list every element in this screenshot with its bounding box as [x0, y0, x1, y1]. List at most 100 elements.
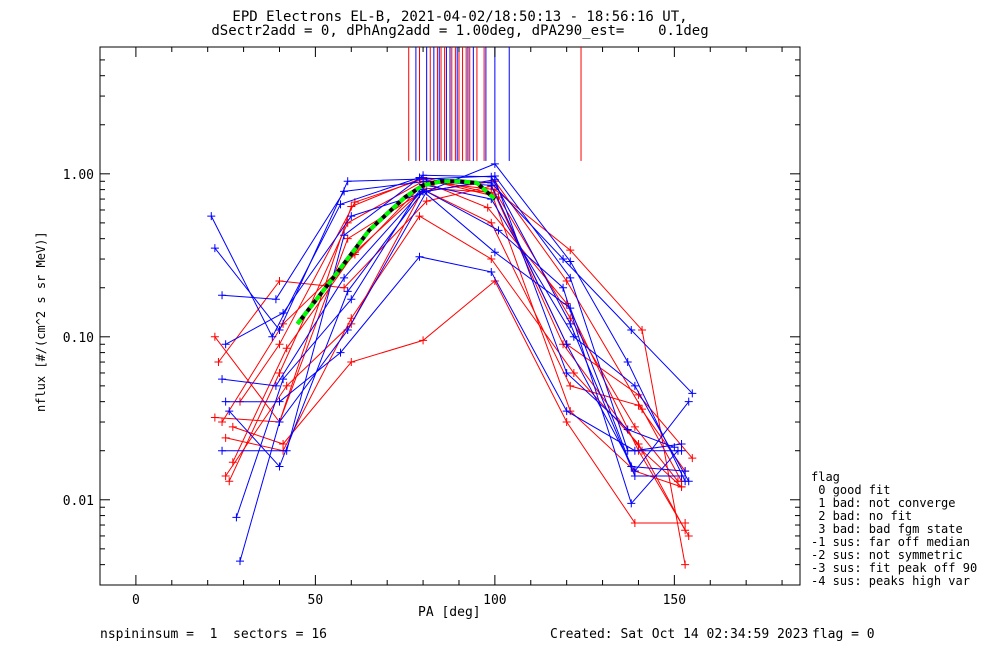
- red-series-point: [483, 203, 492, 212]
- red-series-point: [681, 526, 690, 535]
- red-series-point: [634, 439, 643, 448]
- y-tick-label: 0.10: [63, 331, 94, 346]
- blue-series-point: [275, 397, 284, 406]
- legend-item: 0 good fit: [811, 483, 891, 497]
- chart-title-line1: EPD Electrons EL-B, 2021-04-02/18:50:13 …: [232, 9, 688, 25]
- blue-series-point: [218, 291, 227, 300]
- red-series-point: [681, 519, 690, 528]
- blue-series-point: [210, 244, 219, 253]
- blue-series-point: [279, 308, 288, 317]
- blue-series-point: [236, 557, 244, 566]
- red-series-point: [569, 368, 578, 377]
- blue-series-point: [275, 326, 284, 335]
- red-series-point: [340, 283, 349, 292]
- red-series-point: [630, 422, 639, 431]
- red-series-line: [232, 280, 686, 524]
- red-series-point: [415, 212, 424, 221]
- blue-series-point: [566, 319, 575, 328]
- red-series-point: [282, 381, 291, 390]
- red-series-line: [225, 182, 690, 537]
- legend-item: 2 bad: no fit: [811, 509, 913, 523]
- vertical-markers: [408, 47, 582, 161]
- red-series-point: [275, 340, 284, 349]
- blue-series-point: [268, 332, 277, 341]
- blue-series-point: [336, 348, 345, 357]
- red-series-point: [279, 439, 288, 448]
- red-series-line: [239, 178, 679, 482]
- blue-series-line: [222, 188, 679, 505]
- red-series-point: [214, 358, 223, 367]
- blue-series-point: [225, 407, 234, 416]
- blue-series-point: [569, 332, 578, 341]
- blue-series-point: [684, 397, 693, 406]
- blue-series-point: [623, 425, 632, 434]
- legend-item: -2 sus: not symmetric: [811, 548, 963, 562]
- x-tick-label: 100: [483, 593, 506, 608]
- blue-series-point: [221, 397, 230, 406]
- blue-series-point: [490, 159, 499, 168]
- red-series-line: [221, 187, 682, 488]
- legend-item: -3 sus: fit peak off 90: [811, 561, 978, 575]
- blue-series-point: [684, 477, 693, 486]
- red-series-point: [638, 405, 647, 414]
- blue-series-point: [627, 326, 636, 335]
- blue-series-point: [422, 187, 431, 196]
- red-series-point: [638, 326, 647, 335]
- red-series-point: [228, 458, 237, 467]
- red-series-line: [232, 189, 686, 472]
- blue-series-point: [627, 499, 636, 508]
- red-series-point: [221, 433, 230, 442]
- red-series-point: [566, 381, 575, 390]
- blue-series-point: [487, 267, 496, 276]
- blue-series-point: [562, 407, 571, 416]
- footer-flag: flag = 0: [812, 627, 875, 642]
- blue-series-point: [275, 462, 284, 471]
- blue-series-point: [419, 171, 428, 180]
- y-axis-label: nflux [#/(cm^2 s sr MeV)]: [34, 231, 48, 412]
- blue-series-point: [340, 187, 349, 196]
- blue-series-point: [490, 248, 499, 257]
- legend-item: 1 bad: not converge: [811, 496, 956, 510]
- blue-series-point: [494, 226, 503, 235]
- blue-series-line: [225, 256, 682, 452]
- blue-series-point: [673, 446, 682, 455]
- blue-series-point: [343, 287, 352, 296]
- blue-series-point: [559, 255, 568, 264]
- blue-series-point: [282, 446, 291, 455]
- blue-series-point: [343, 177, 352, 186]
- blue-series-point: [566, 304, 575, 313]
- red-series-point: [419, 336, 428, 345]
- red-series-point: [275, 276, 284, 285]
- red-series-point: [487, 255, 496, 264]
- blue-series-point: [271, 381, 280, 390]
- blue-series-line: [222, 180, 690, 473]
- y-tick-label: 1.00: [63, 168, 94, 183]
- red-series-point: [681, 560, 690, 569]
- blue-series-point: [218, 375, 227, 384]
- blue-series-point: [630, 381, 639, 390]
- blue-series-point: [566, 257, 575, 266]
- legend-title: flag: [811, 470, 840, 484]
- blue-series-point: [221, 340, 230, 349]
- blue-series-point: [271, 295, 280, 304]
- blue-series-line: [239, 179, 675, 562]
- blue-series-line: [225, 163, 686, 482]
- blue-series-line: [228, 190, 686, 472]
- blue-series-point: [623, 358, 632, 367]
- chart-title-line2: dSectr2add = 0, dPhAng2add = 1.00deg, dP…: [211, 23, 709, 39]
- blue-series-point: [347, 295, 356, 304]
- blue-series-point: [559, 283, 568, 292]
- blue-series-line: [214, 175, 682, 452]
- red-series-point: [343, 234, 352, 243]
- blue-series-point: [279, 375, 288, 384]
- red-series-point: [228, 422, 237, 431]
- red-series-point: [487, 218, 496, 227]
- blue-series-line: [235, 183, 690, 518]
- red-series-line: [214, 176, 693, 459]
- blue-series-point: [566, 273, 575, 282]
- blue-series-point: [670, 443, 679, 452]
- blue-series-point: [630, 446, 639, 455]
- blue-series-point: [343, 326, 352, 335]
- red-series-point: [688, 454, 697, 463]
- legend-item: -1 sus: far off median: [811, 535, 970, 549]
